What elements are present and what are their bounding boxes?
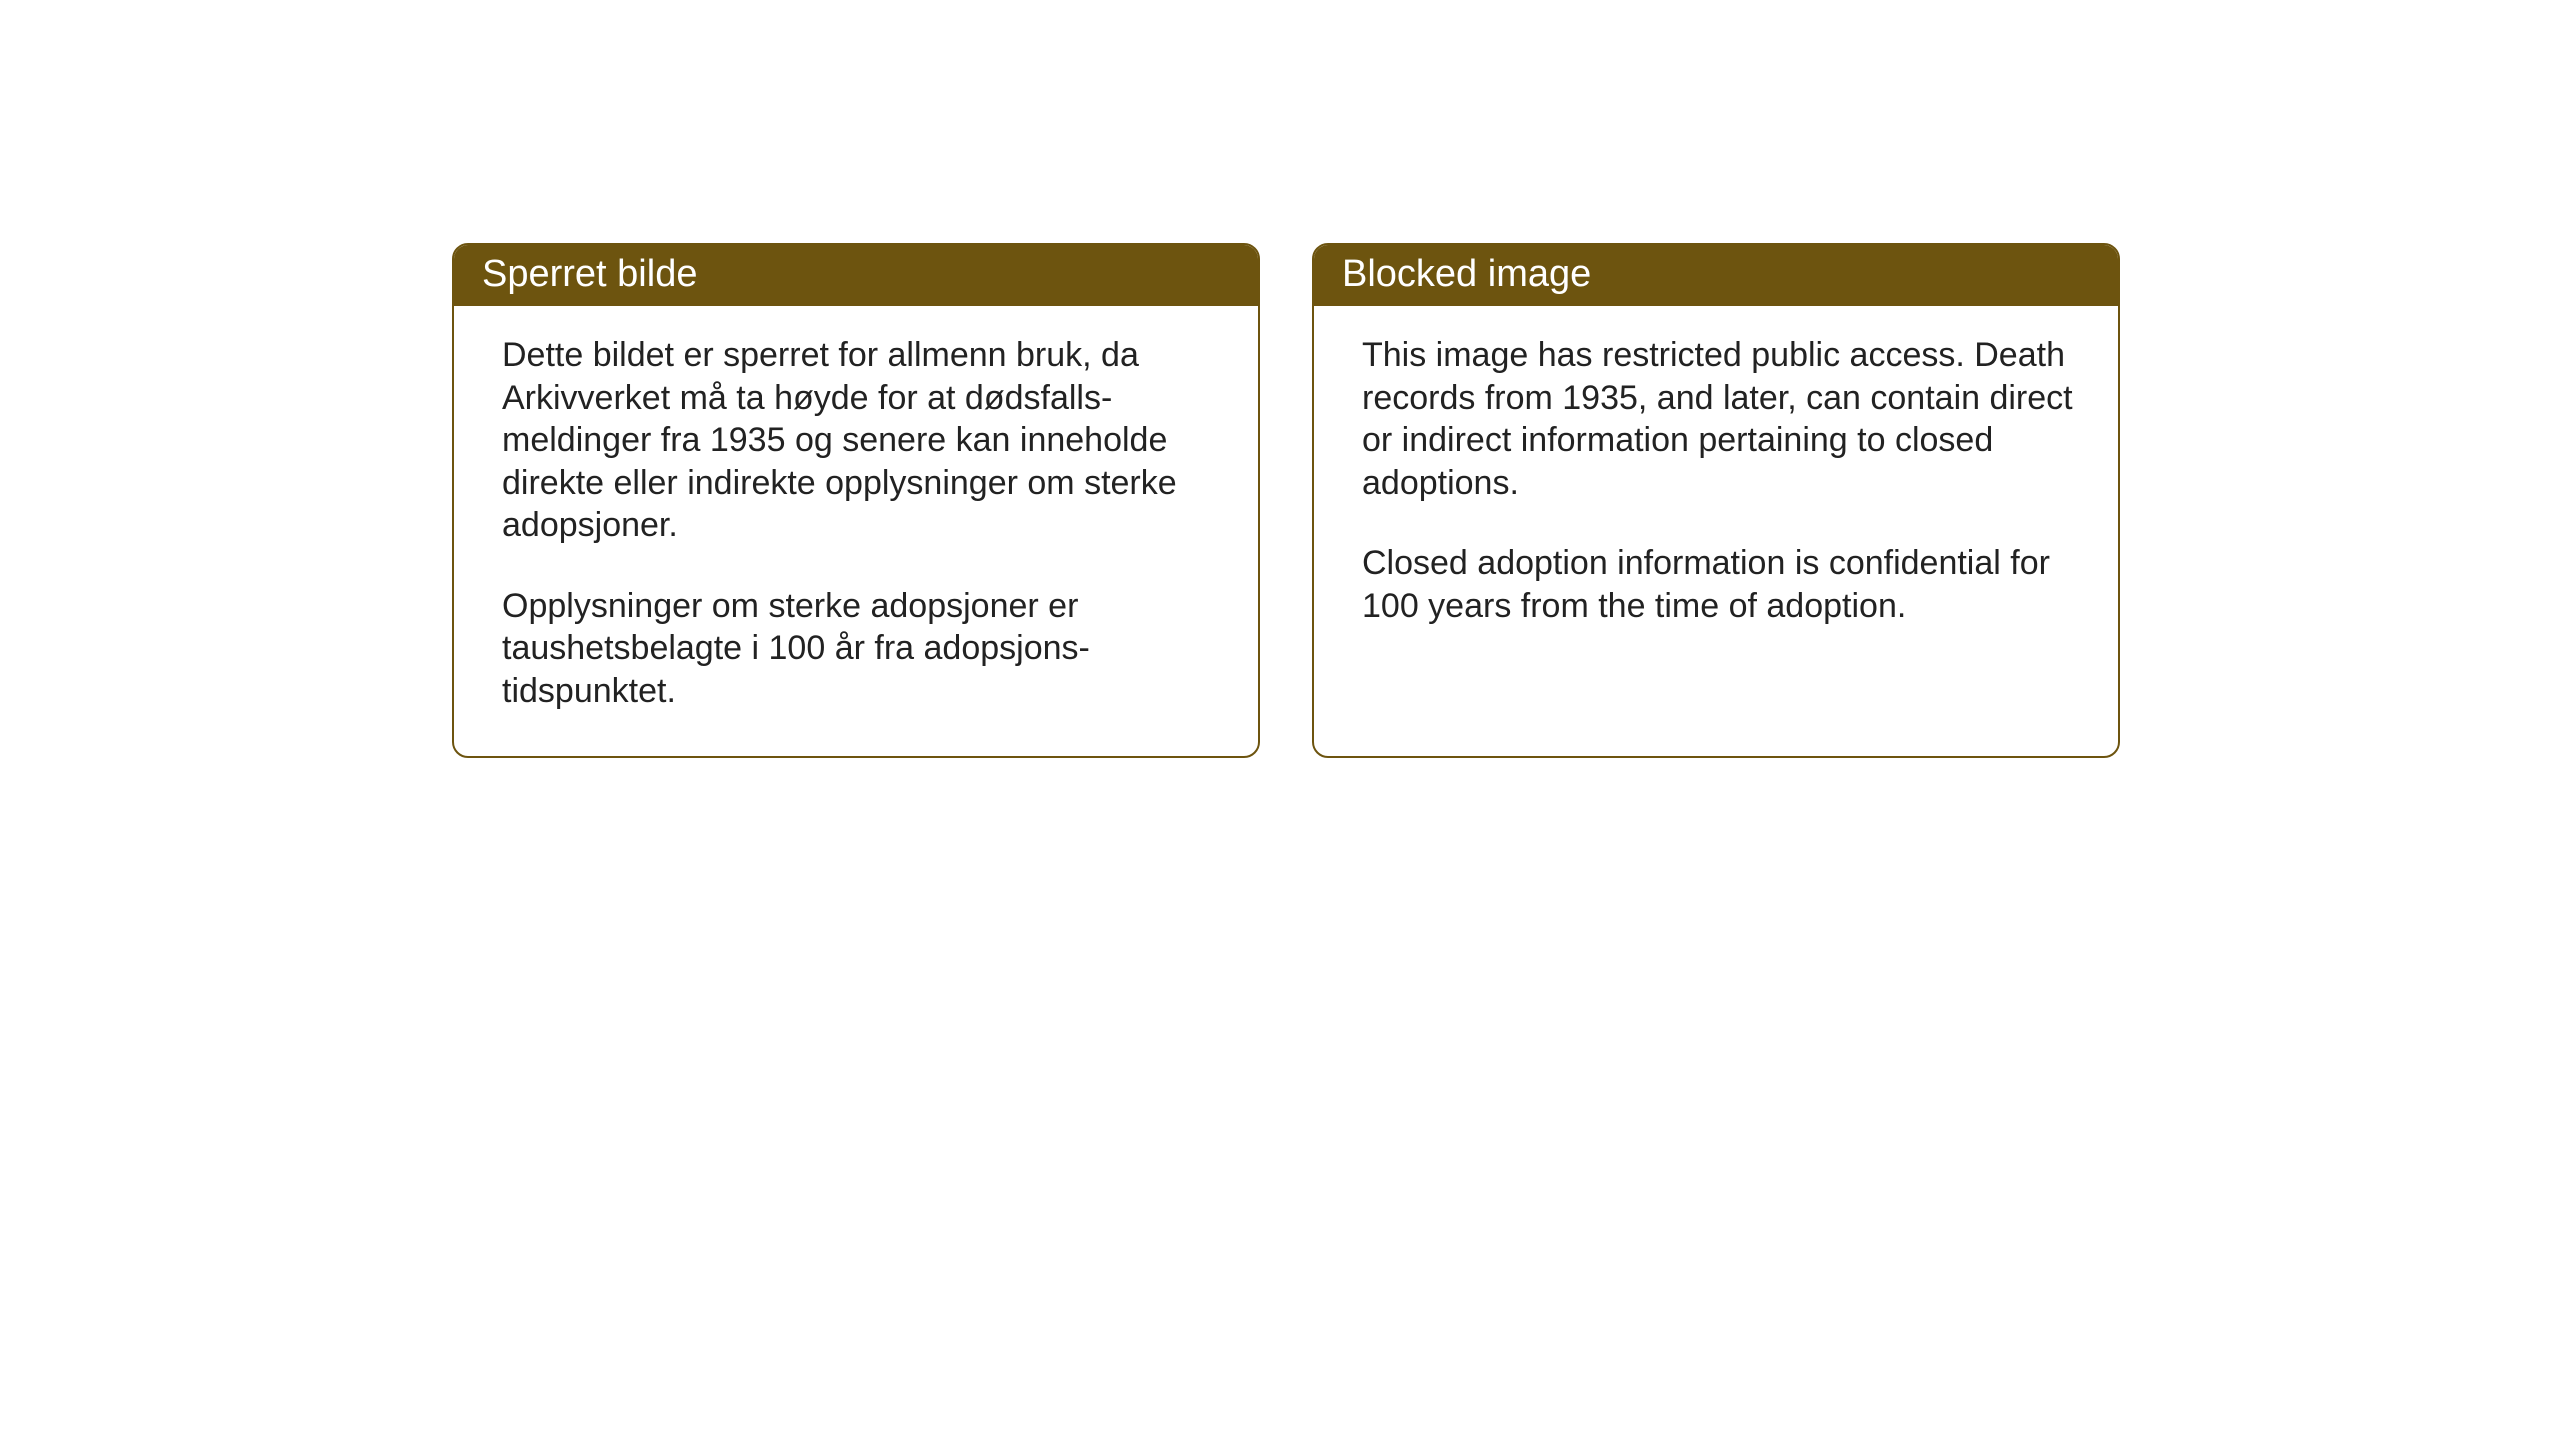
notice-card-norwegian: Sperret bilde Dette bildet er sperret fo… — [452, 243, 1260, 758]
notice-header-norwegian: Sperret bilde — [454, 245, 1258, 306]
notice-paragraph: Closed adoption information is confident… — [1362, 542, 2074, 627]
notice-body-english: This image has restricted public access.… — [1314, 306, 2118, 671]
notice-paragraph: This image has restricted public access.… — [1362, 334, 2074, 504]
notice-header-english: Blocked image — [1314, 245, 2118, 306]
notice-container: Sperret bilde Dette bildet er sperret fo… — [0, 0, 2560, 758]
notice-card-english: Blocked image This image has restricted … — [1312, 243, 2120, 758]
notice-body-norwegian: Dette bildet er sperret for allmenn bruk… — [454, 306, 1258, 756]
notice-paragraph: Dette bildet er sperret for allmenn bruk… — [502, 334, 1214, 547]
notice-paragraph: Opplysninger om sterke adopsjoner er tau… — [502, 585, 1214, 713]
